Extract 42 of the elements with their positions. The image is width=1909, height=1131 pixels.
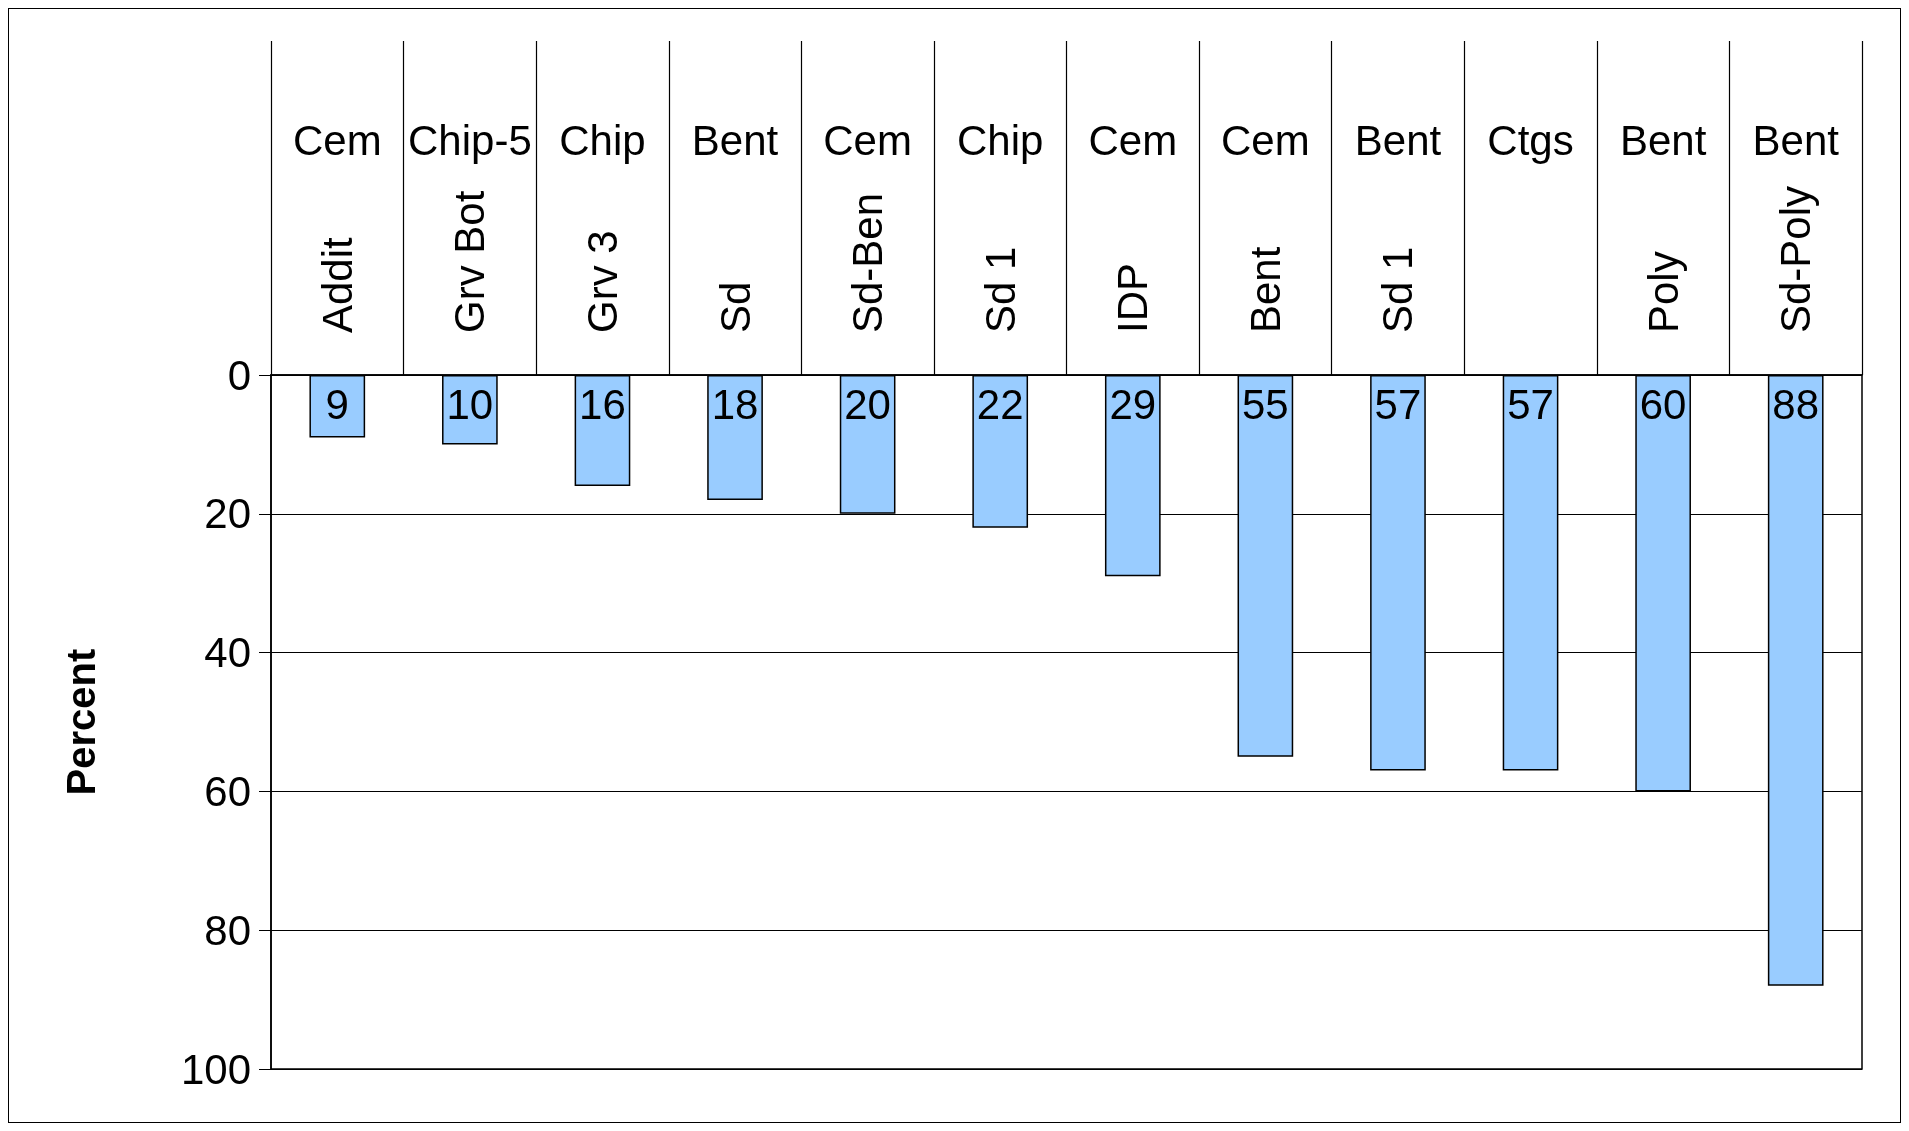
y-tick-label: 80 xyxy=(204,906,251,954)
text: Ctgs xyxy=(1487,116,1574,164)
data-label: 57 xyxy=(1374,380,1422,428)
data-label: 9 xyxy=(325,380,349,428)
data-label: 55 xyxy=(1242,380,1289,428)
data-label: 88 xyxy=(1772,380,1820,428)
text: Bent xyxy=(1752,116,1840,164)
data-label: 10 xyxy=(446,380,494,428)
y-axis-title: Percent xyxy=(59,648,103,796)
x-tick-label: Poly xyxy=(1639,251,1687,333)
data-label: 20 xyxy=(844,380,891,428)
data-label: 18 xyxy=(711,380,759,428)
x-tick-label: Sd-Poly xyxy=(1772,185,1820,333)
text: Cem xyxy=(292,116,382,164)
x-tick-label: Sd 1 xyxy=(1374,246,1422,333)
text: Chip xyxy=(957,116,1044,164)
y-tick-label: 40 xyxy=(204,629,251,677)
y-tick-label: 20 xyxy=(204,490,251,538)
y-tick-label: 0 xyxy=(227,351,251,399)
text: Bent xyxy=(691,116,779,164)
x-tick-label: Sd xyxy=(711,281,759,333)
y-tick-label: 100 xyxy=(180,1045,251,1093)
data-label: 22 xyxy=(976,380,1024,428)
text: Chip-5 xyxy=(408,116,532,164)
data-label: 57 xyxy=(1507,380,1554,428)
text: Cem xyxy=(823,116,912,164)
text: Chip xyxy=(559,116,646,164)
y-tick-label: 60 xyxy=(204,767,251,815)
x-tick-label: Bent xyxy=(1241,246,1289,333)
text: Bent xyxy=(1619,116,1707,164)
data-label: 16 xyxy=(579,380,626,428)
text: Bent xyxy=(1354,116,1442,164)
x-tick-label: Grv Bot xyxy=(446,190,494,333)
text: Cem xyxy=(1221,116,1310,164)
x-tick-label: IDP xyxy=(1109,262,1157,333)
x-tick-label: Sd 1 xyxy=(976,246,1024,333)
text: Cem xyxy=(1088,116,1178,164)
data-label: 60 xyxy=(1639,380,1687,428)
x-tick-label: Sd-Ben xyxy=(844,192,892,333)
x-tick-label: Addit xyxy=(313,236,361,333)
data-label: 29 xyxy=(1109,380,1157,428)
x-tick-label: Grv 3 xyxy=(578,230,626,333)
